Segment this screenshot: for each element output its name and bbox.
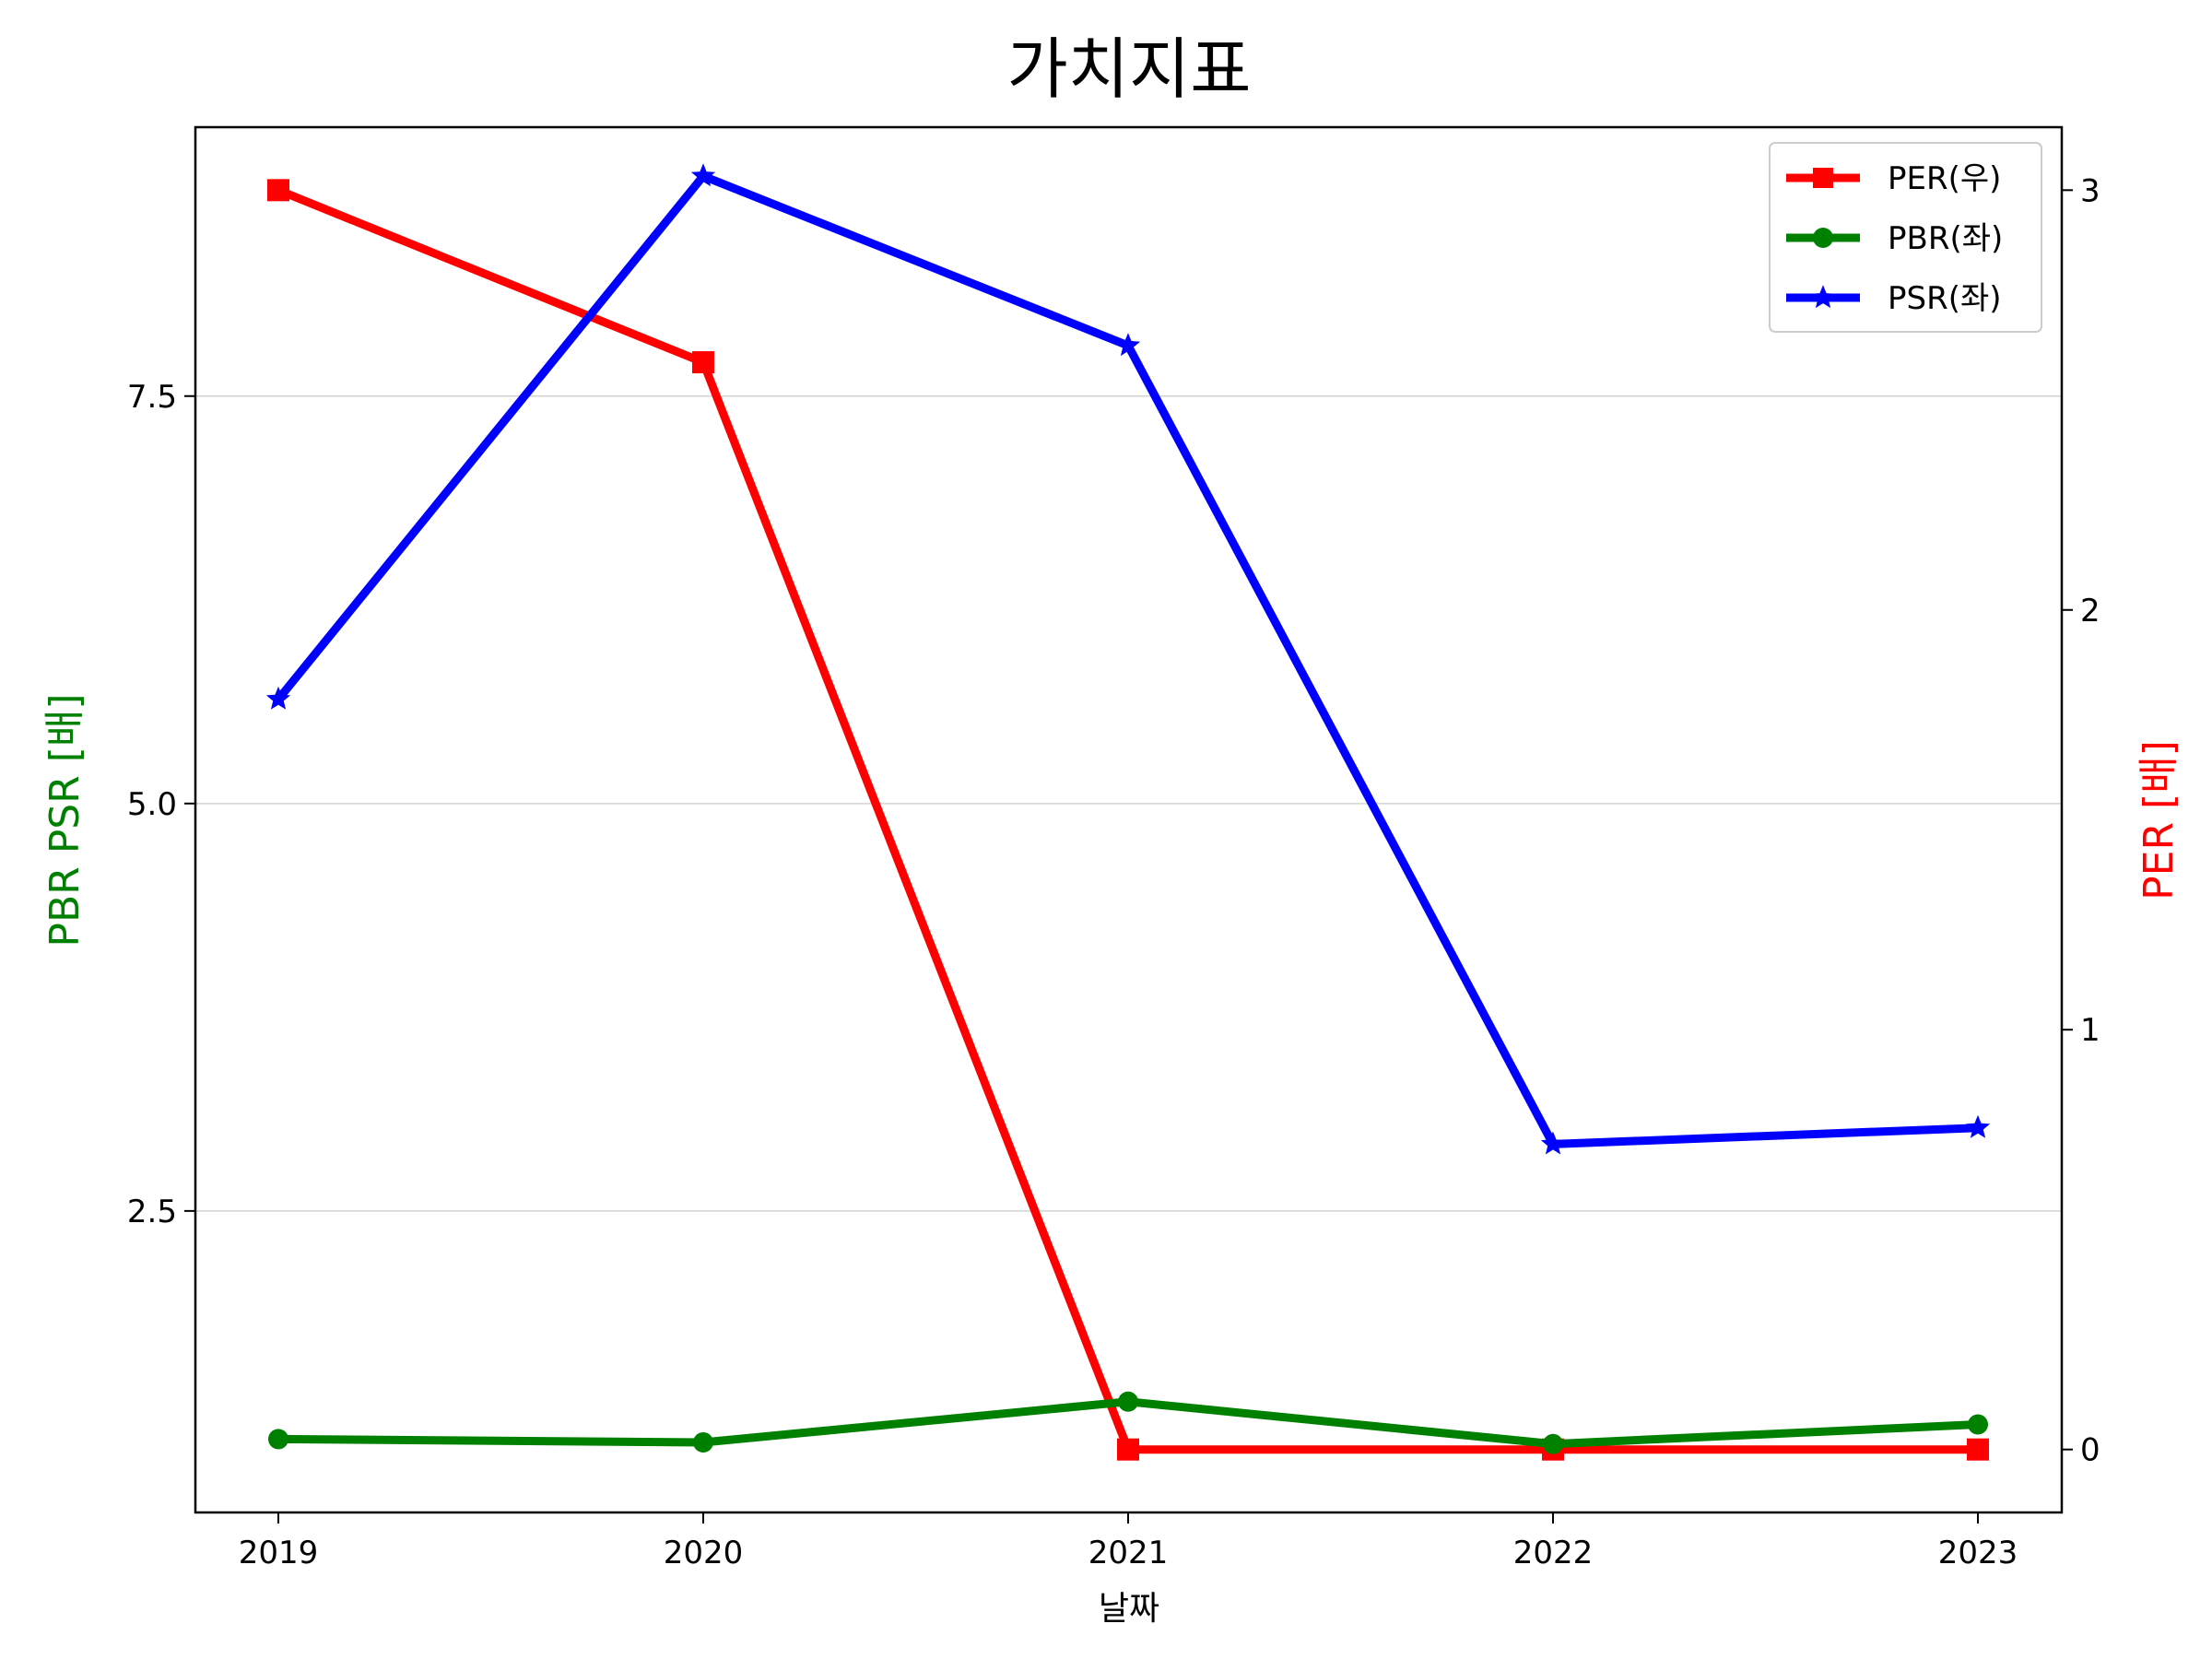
right-y-tick-label: 0: [2080, 1432, 2100, 1469]
per-series: [267, 179, 1989, 1461]
per-marker: [692, 351, 714, 374]
psr-marker: [1965, 1114, 1991, 1138]
per-marker: [1117, 1438, 1139, 1461]
legend-entry: PER(우): [1786, 160, 2001, 197]
x-tick-label: 2020: [664, 1535, 744, 1571]
left-y-tick-label: 2.5: [127, 1194, 177, 1230]
pbr-marker: [693, 1431, 713, 1453]
pbr-marker: [1968, 1414, 1988, 1435]
legend-label: PSR(좌): [1888, 280, 2002, 317]
legend: PER(우) PBR(좌) PSR(좌): [1769, 142, 2042, 333]
pbr-series: [268, 1391, 1988, 1454]
psr-marker: [1540, 1131, 1566, 1155]
legend-swatch-marker: [1810, 285, 1836, 309]
left-y-axis-label: PBR PSR [배]: [41, 693, 88, 947]
psr-marker: [265, 686, 291, 710]
right-y-tick-label: 1: [2080, 1012, 2100, 1049]
psr-marker: [1115, 333, 1141, 357]
left-y-tick-label: 5.0: [127, 786, 177, 823]
left-y-tick-label: 7.5: [127, 379, 177, 416]
x-tick-label: 2019: [239, 1535, 319, 1571]
psr-marker: [690, 163, 716, 187]
legend-entry: PBR(좌): [1786, 220, 2003, 257]
legend-swatch-marker: [1813, 168, 1833, 188]
per-marker: [1967, 1438, 1989, 1461]
legend-swatch-marker: [1813, 228, 1833, 248]
series-lines: [265, 163, 1991, 1461]
chart-title: 가치지표: [1007, 30, 1252, 108]
pbr-marker: [1118, 1391, 1138, 1412]
axes: 2.5 5.0 7.5 0 1 2 3 2019 2020 2021 2022 2023: [127, 172, 2100, 1571]
per-marker: [267, 179, 289, 202]
x-axis-label: 날짜: [1099, 1590, 1159, 1628]
right-y-axis-label: PER [배]: [2136, 740, 2183, 900]
right-y-tick-label: 2: [2080, 593, 2100, 629]
legend-entry: PSR(좌): [1786, 280, 2002, 317]
legend-box: [1769, 142, 2042, 333]
x-tick-label: 2021: [1088, 1535, 1169, 1571]
gridlines: [195, 395, 2062, 1212]
pbr-marker: [1543, 1433, 1563, 1454]
psr-series: [265, 163, 1991, 1155]
right-y-tick-label: 3: [2080, 172, 2100, 209]
pbr-marker: [268, 1429, 288, 1450]
x-tick-label: 2022: [1513, 1535, 1594, 1571]
x-tick-label: 2023: [1938, 1535, 2018, 1571]
legend-label: PBR(좌): [1888, 220, 2003, 257]
psr-line: [275, 171, 1979, 1149]
legend-label: PER(우): [1888, 160, 2001, 197]
